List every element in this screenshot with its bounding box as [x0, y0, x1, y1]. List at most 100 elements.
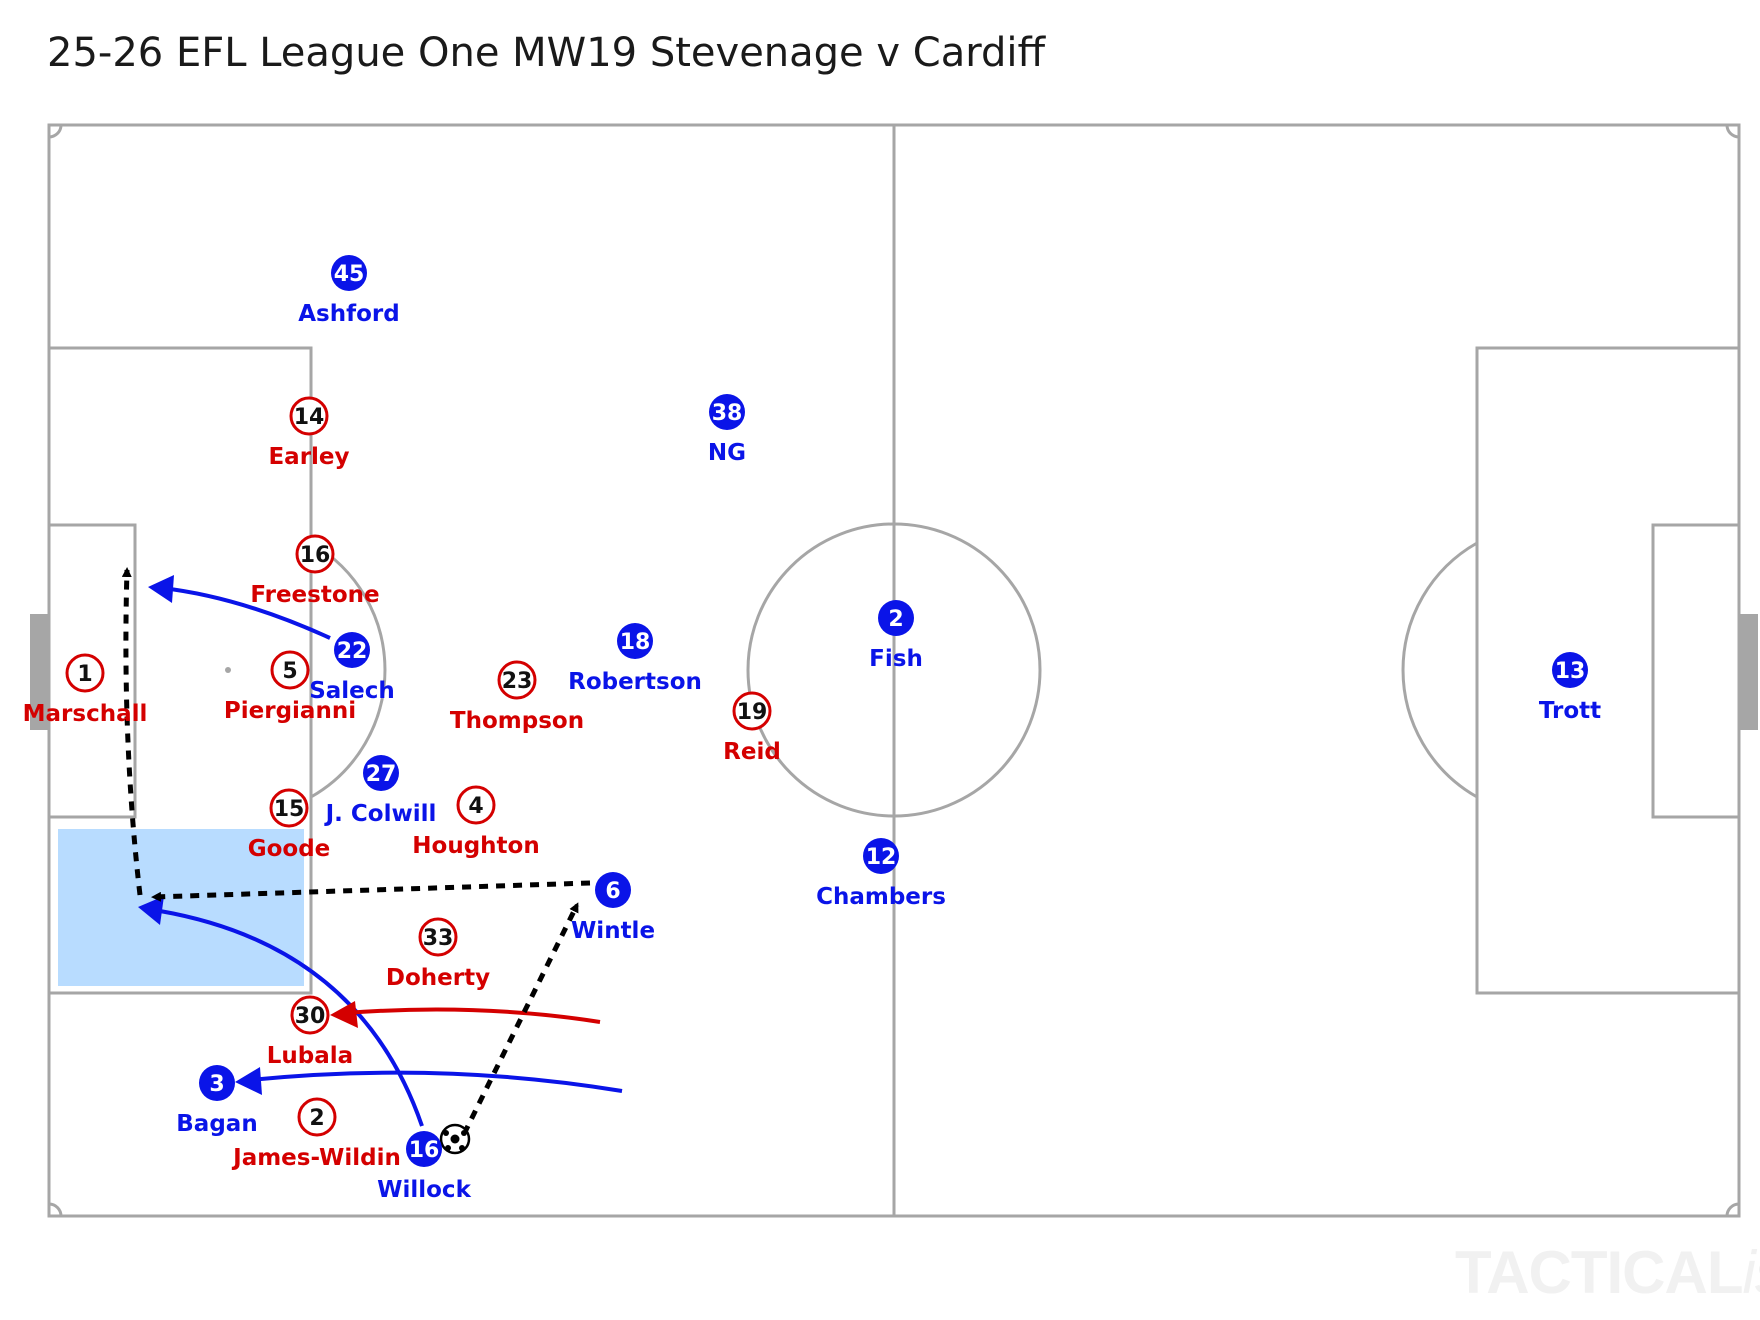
player-number: 13	[1555, 659, 1586, 684]
salech-run-arrowhead	[148, 575, 174, 603]
corner-arc-top-right	[1725, 124, 1740, 139]
player-reid: 19 Reid	[723, 691, 781, 765]
player-marker	[65, 653, 105, 693]
player-marker	[269, 788, 309, 828]
player-name: Marschall	[23, 701, 148, 727]
player-number: 19	[737, 700, 768, 725]
player-name: NG	[708, 440, 746, 466]
player-name: Chambers	[816, 884, 946, 910]
player-number: 1	[77, 662, 92, 687]
player-willock: 16 Willock	[377, 1131, 472, 1203]
player-name: Lubala	[267, 1043, 353, 1069]
player-name: Doherty	[386, 965, 490, 991]
player-number: 23	[502, 669, 533, 694]
right-six-yard-box	[1651, 523, 1741, 819]
centre-circle	[746, 522, 1042, 818]
left-penalty-arc	[310, 541, 387, 799]
player-marker	[456, 785, 496, 825]
lubala-run	[344, 1007, 601, 1024]
pitch-markings	[47, 123, 1741, 1218]
player-marker	[331, 255, 367, 291]
right-goal	[1740, 614, 1758, 730]
player-name: Freestone	[250, 582, 379, 608]
player-number: 3	[209, 1072, 224, 1097]
player-jameswildin: 2 James-Wildin	[231, 1097, 401, 1171]
movement-arrows	[138, 575, 623, 1127]
player-number: 16	[409, 1138, 440, 1163]
player-ng: 38 NG	[708, 394, 746, 466]
player-number: 16	[300, 543, 331, 568]
player-name: J. Colwill	[324, 801, 437, 827]
player-marker	[199, 1065, 235, 1101]
highlighted-zone	[58, 829, 304, 986]
pass-box-to-goalmouth	[121, 567, 143, 896]
player-number: 45	[334, 262, 365, 287]
player-name: Trott	[1539, 698, 1601, 724]
player-number: 15	[274, 797, 305, 822]
player-salech: 22 Salech	[309, 632, 395, 704]
player-trott: 13 Trott	[1539, 652, 1601, 724]
player-doherty: 33 Doherty	[386, 917, 490, 991]
player-freestone: 16 Freestone	[250, 534, 380, 608]
player-chambers: 12 Chambers	[816, 838, 946, 910]
player-goode: 15 Goode	[248, 788, 331, 862]
bagan-run	[249, 1070, 623, 1093]
player-marker	[363, 755, 399, 791]
pass-willock-to-wintle	[461, 902, 580, 1136]
bagan-run-arrowhead	[235, 1067, 262, 1095]
player-marker	[334, 632, 370, 668]
watermark: TACTICALista	[1455, 1239, 1760, 1306]
player-number: 27	[366, 762, 397, 787]
player-name: James-Wildin	[231, 1145, 401, 1171]
right-penalty-arc	[1401, 541, 1478, 799]
player-number: 33	[423, 926, 454, 951]
player-marker	[709, 394, 745, 430]
player-marker	[1552, 652, 1588, 688]
player-marker	[878, 600, 914, 636]
corner-arc-top-left	[48, 124, 63, 139]
player-wintle: 6 Wintle	[571, 872, 655, 944]
left-six-yard-box	[47, 523, 137, 819]
left-penalty-spot	[225, 667, 231, 673]
player-marker	[289, 396, 329, 436]
player-marker	[497, 660, 537, 700]
players-layer: 45Ashford14Earley38NG16Freestone22Salech…	[23, 255, 1601, 1203]
player-number: 4	[468, 794, 483, 819]
player-number: 2	[888, 607, 903, 632]
player-number: 5	[282, 659, 297, 684]
lubala-run-arrowhead	[330, 1001, 358, 1028]
player-name: Goode	[248, 836, 331, 862]
player-marker	[418, 917, 458, 957]
corner-arc-bottom-right	[1725, 1202, 1740, 1217]
player-number: 14	[294, 405, 325, 430]
player-name: Robertson	[568, 669, 702, 695]
player-number: 30	[295, 1004, 326, 1029]
player-bagan: 3 Bagan	[176, 1065, 258, 1137]
player-name: Reid	[723, 739, 781, 765]
player-thompson: 23 Thompson	[450, 660, 584, 734]
left-goal	[30, 614, 48, 730]
player-name: Earley	[268, 444, 349, 470]
player-marker	[290, 995, 330, 1035]
pass-wintle-to-box	[151, 880, 591, 902]
player-number: 2	[309, 1106, 324, 1131]
player-marker	[595, 872, 631, 908]
player-earley: 14 Earley	[268, 396, 350, 470]
player-name: Salech	[309, 678, 395, 704]
player-robertson: 18 Robertson	[568, 623, 702, 695]
player-marker	[406, 1131, 442, 1167]
player-marker	[732, 691, 772, 731]
chart-title: 25-26 EFL League One MW19 Stevenage v Ca…	[47, 30, 1046, 76]
player-marker	[270, 650, 310, 690]
player-name: Fish	[869, 646, 923, 672]
player-ashford: 45 Ashford	[298, 255, 400, 327]
player-name: Thompson	[450, 708, 584, 734]
player-number: 22	[337, 639, 368, 664]
right-penalty-area	[1475, 346, 1741, 995]
player-marker	[863, 838, 899, 874]
player-number: 38	[712, 401, 743, 426]
player-marker	[295, 534, 335, 574]
player-name: Ashford	[298, 301, 399, 327]
corner-arc-bottom-left	[48, 1202, 63, 1217]
